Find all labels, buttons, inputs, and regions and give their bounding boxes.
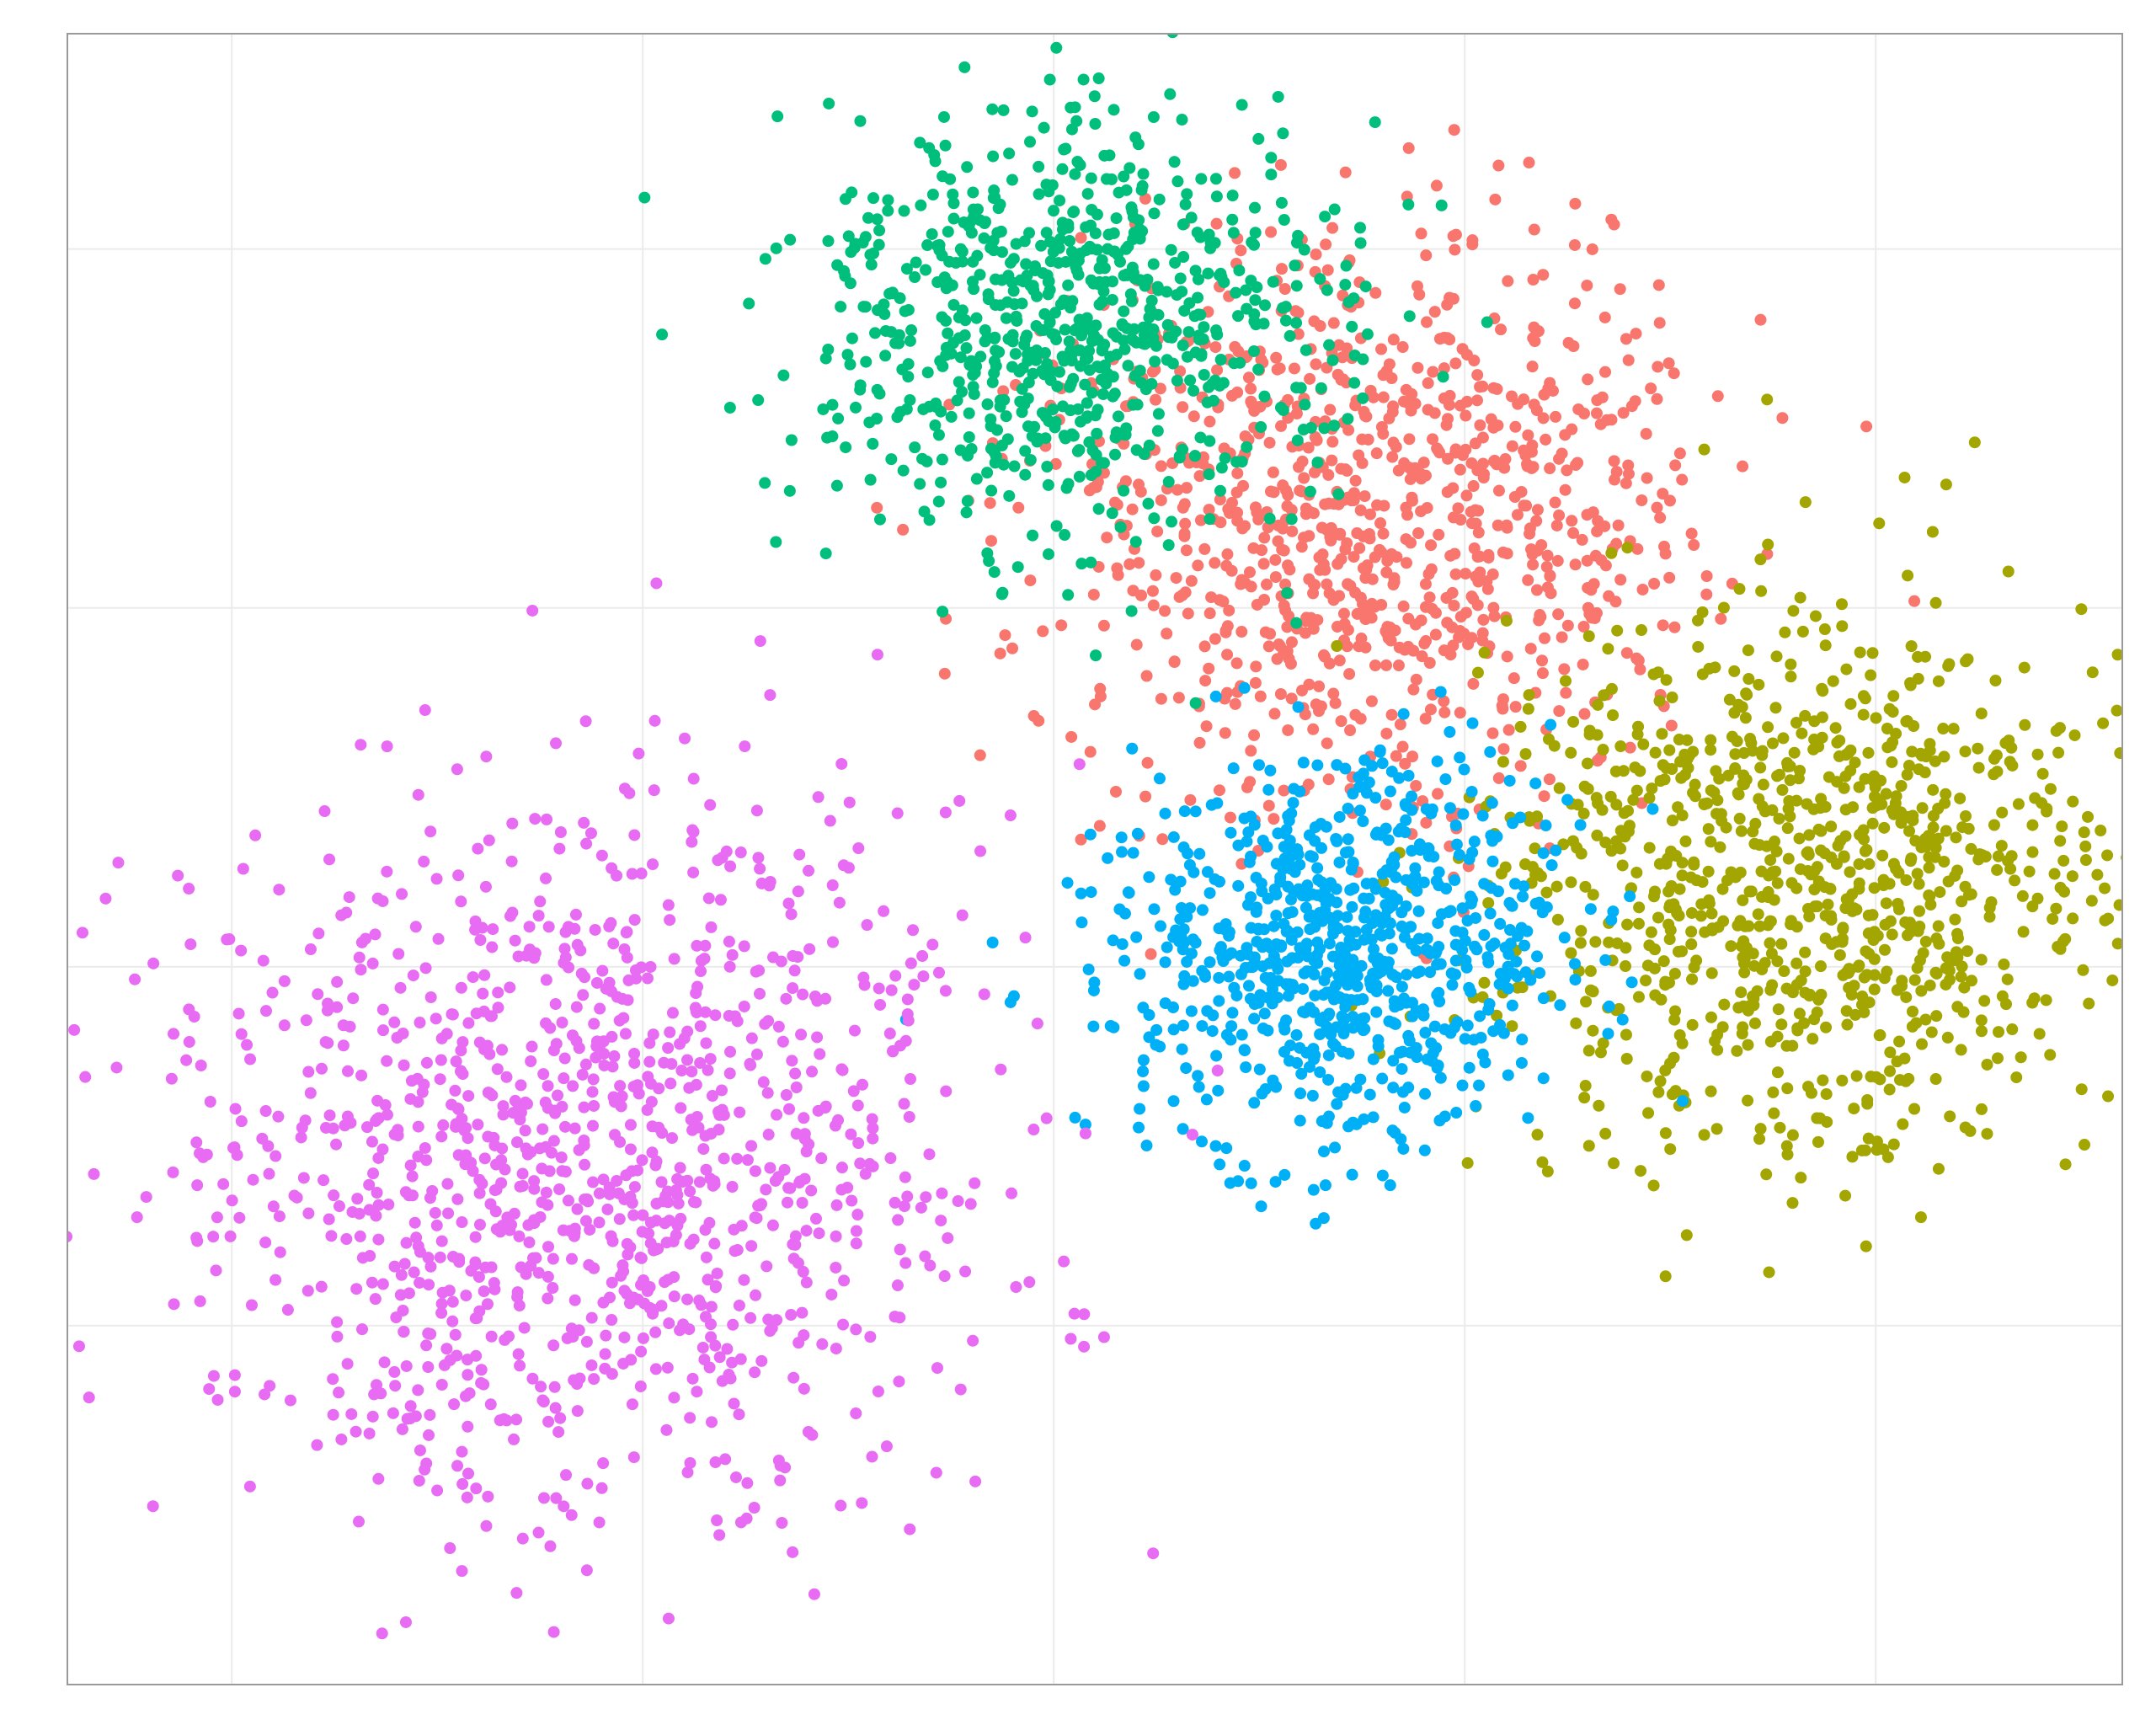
scatter-plot-svg bbox=[0, 0, 2156, 1725]
scatter-chart bbox=[0, 0, 2156, 1725]
